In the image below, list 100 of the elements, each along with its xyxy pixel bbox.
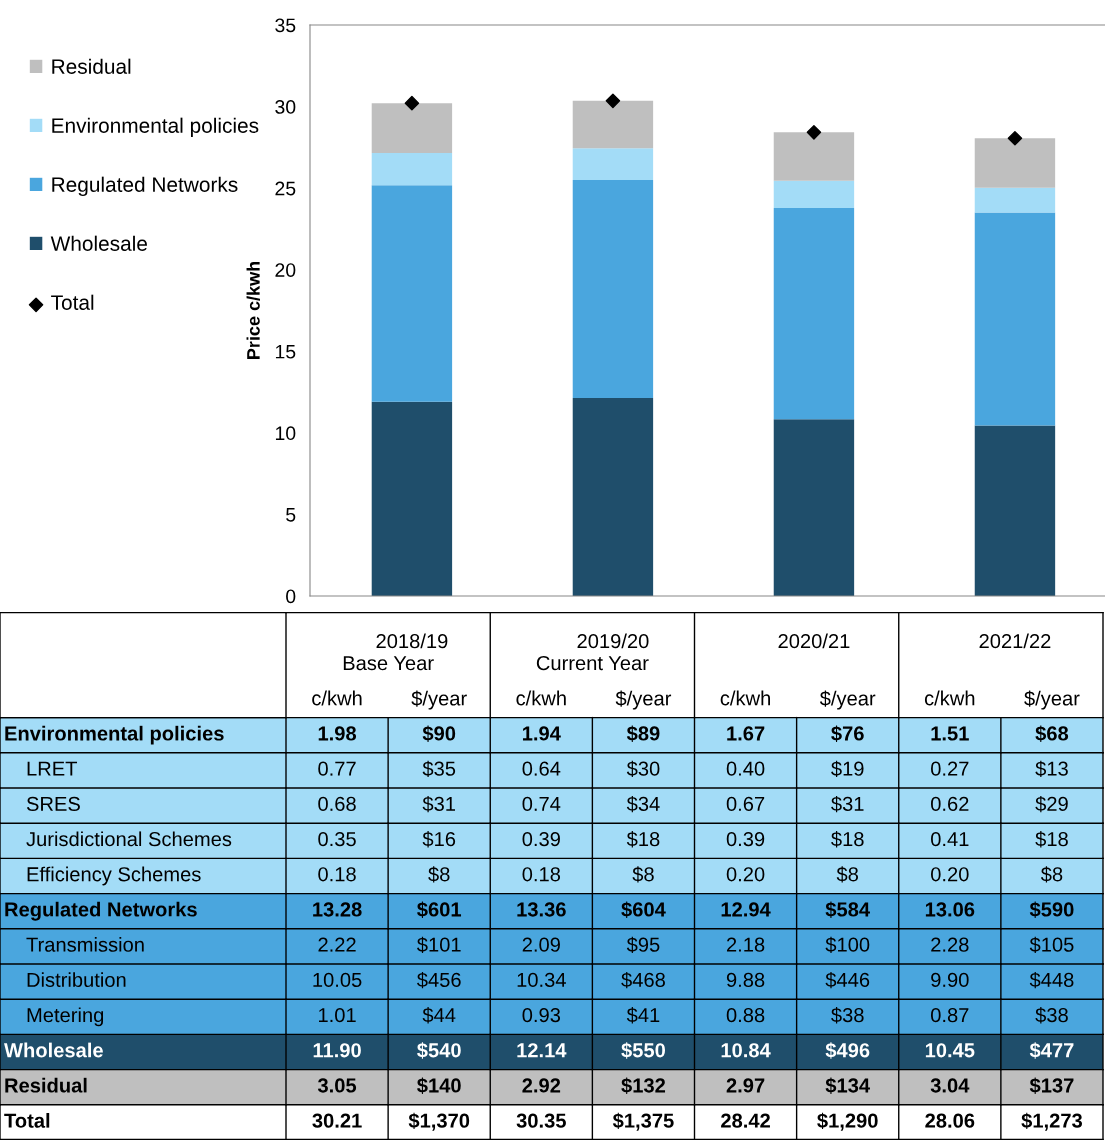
- y-tick-label: 15: [275, 344, 296, 359]
- text: $18: [626, 831, 660, 848]
- text: 0.35: [318, 831, 356, 847]
- y-axis-title: Price c/kwh: [246, 261, 260, 359]
- text: $584: [825, 901, 870, 918]
- text: $8: [836, 866, 859, 883]
- text: $68: [1035, 725, 1069, 742]
- text: $105: [1029, 936, 1074, 953]
- category-label: $/year: [1024, 690, 1080, 710]
- bar: [572, 397, 654, 596]
- text: 0.67: [726, 796, 765, 812]
- text: $540: [417, 1042, 461, 1059]
- text: $132: [621, 1077, 666, 1094]
- category-label: c/kwh: [720, 690, 770, 706]
- bar: [974, 138, 1056, 188]
- bar: [371, 185, 453, 402]
- text: $18: [1035, 831, 1068, 848]
- text: 1.94: [522, 726, 561, 741]
- point: [605, 93, 621, 109]
- text: 0.68: [318, 796, 356, 812]
- text: 0.41: [931, 831, 969, 847]
- text: Current Year: [536, 655, 649, 671]
- text: 0.93: [522, 1007, 561, 1023]
- text: 3.04: [930, 1078, 970, 1093]
- y-tick-label: 10: [275, 426, 296, 441]
- text: $18: [831, 831, 864, 848]
- category-label: SRES: [26, 796, 80, 812]
- text: $38: [1035, 1007, 1068, 1024]
- text: $604: [621, 901, 666, 918]
- text: 1.67: [727, 726, 765, 741]
- category-label: Wholesale: [4, 1042, 103, 1058]
- text: 13.28: [313, 902, 362, 917]
- category-label: Transmission: [26, 937, 144, 952]
- text: $100: [825, 936, 870, 953]
- text: $1,375: [612, 1112, 674, 1131]
- text: $13: [1035, 760, 1068, 777]
- category-label: Total: [4, 1113, 50, 1128]
- text: 3.05: [317, 1078, 357, 1093]
- text: $550: [621, 1042, 666, 1059]
- legend-label: Residual: [52, 58, 131, 74]
- bar: [572, 179, 654, 398]
- category-label: c/kwh: [516, 690, 566, 706]
- category-label: c/kwh: [924, 690, 975, 706]
- point: [1007, 130, 1023, 146]
- text: $8: [1040, 866, 1063, 883]
- text: 13.06: [925, 902, 975, 917]
- category-label: $/year: [411, 690, 467, 710]
- category-label: Environmental policies: [5, 725, 224, 745]
- text: $1,273: [1021, 1112, 1083, 1131]
- text: $448: [1029, 971, 1074, 989]
- text: $16: [422, 831, 456, 848]
- text: 0.18: [522, 867, 561, 882]
- legend-label: Regulated Networks: [52, 176, 238, 197]
- legend-label: Total: [51, 294, 94, 310]
- bar: [773, 208, 855, 420]
- legend-label: Environmental policies: [52, 117, 259, 138]
- text: 2.28: [931, 937, 969, 952]
- text: 9.88: [726, 972, 765, 988]
- text: 0.39: [522, 831, 560, 847]
- text: 13.36: [517, 902, 566, 917]
- text: 10.34: [517, 972, 566, 988]
- x-tick-label: 2021/22: [979, 633, 1051, 649]
- text: $101: [417, 936, 461, 953]
- text: 0.40: [726, 761, 765, 776]
- text: $76: [831, 725, 864, 742]
- bar: [371, 152, 453, 186]
- text: $95: [626, 936, 660, 953]
- y-tick-label: 5: [286, 508, 296, 522]
- text: 9.90: [931, 972, 969, 988]
- text: 0.64: [522, 761, 561, 776]
- text: $1,290: [817, 1112, 878, 1131]
- text: 1.98: [318, 726, 357, 741]
- text: $140: [417, 1077, 461, 1094]
- text: 0.88: [726, 1007, 765, 1023]
- text: 2.18: [726, 937, 765, 952]
- text: $34: [626, 795, 660, 813]
- x-tick-label: 2018/19: [376, 633, 448, 649]
- bar: [974, 212, 1056, 426]
- y-tick-label: 35: [275, 18, 296, 33]
- text: $601: [417, 901, 462, 918]
- x-tick-label: 2020/21: [778, 633, 850, 649]
- text: $29: [1035, 795, 1068, 813]
- bar: [773, 132, 855, 181]
- text: 0.18: [318, 867, 356, 882]
- text: $137: [1029, 1077, 1074, 1094]
- text: $19: [831, 760, 864, 777]
- category-label: LRET: [27, 761, 78, 776]
- text: $468: [621, 971, 665, 989]
- text: $456: [417, 971, 461, 989]
- text: $90: [422, 725, 456, 742]
- text: 12.14: [517, 1043, 567, 1058]
- text: 0.62: [931, 796, 969, 812]
- point: [806, 125, 822, 140]
- category-label: Distribution: [27, 972, 126, 988]
- category-label: $/year: [819, 690, 876, 710]
- text: $31: [422, 795, 456, 813]
- text: 30.21: [312, 1113, 362, 1128]
- x-tick-label: 2019/20: [577, 633, 649, 649]
- category-label: c/kwh: [312, 690, 362, 706]
- text: $8: [632, 866, 654, 883]
